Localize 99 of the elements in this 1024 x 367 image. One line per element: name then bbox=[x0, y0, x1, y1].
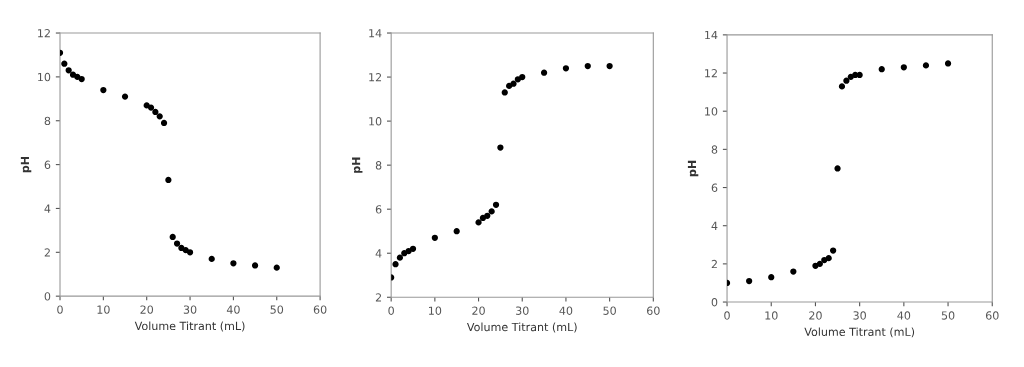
point bbox=[838, 83, 846, 90]
point bbox=[475, 219, 482, 226]
x-tick-label: 60 bbox=[985, 311, 999, 320]
x-tick-label: 60 bbox=[313, 305, 327, 314]
y-axis-title: pH bbox=[352, 157, 363, 173]
point bbox=[169, 233, 176, 241]
point bbox=[900, 64, 907, 71]
y-tick-label: 10 bbox=[38, 72, 51, 82]
point bbox=[540, 69, 548, 76]
y-tick-label: 2 bbox=[44, 248, 50, 257]
x-tick-label: 0 bbox=[724, 311, 730, 320]
y-tick-label: 4 bbox=[44, 204, 51, 213]
y-tick-label: 14 bbox=[369, 29, 382, 38]
point bbox=[165, 176, 172, 184]
point bbox=[453, 228, 460, 235]
x-axis-title: Volume Titrant (mL) bbox=[804, 327, 915, 338]
point bbox=[78, 75, 85, 83]
point bbox=[878, 66, 885, 73]
y-tick-label: 8 bbox=[375, 161, 382, 170]
x-tick-label: 20 bbox=[809, 311, 822, 320]
point bbox=[230, 260, 237, 267]
x-tick-label: 60 bbox=[647, 306, 660, 315]
point bbox=[147, 104, 155, 111]
point bbox=[65, 67, 72, 74]
point bbox=[186, 249, 194, 256]
y-tick-label: 12 bbox=[369, 73, 382, 82]
point bbox=[173, 240, 181, 247]
y-tick-label: 12 bbox=[38, 29, 50, 38]
y-axis-title: pH bbox=[687, 160, 699, 177]
y-tick-label: 10 bbox=[705, 107, 718, 116]
point bbox=[501, 89, 508, 96]
x-tick-label: 50 bbox=[270, 305, 284, 314]
x-tick-label: 10 bbox=[97, 305, 110, 314]
y-tick-label: 8 bbox=[44, 116, 51, 126]
point bbox=[479, 214, 487, 222]
x-tick-label: 10 bbox=[765, 311, 778, 320]
x-tick-label: 10 bbox=[429, 306, 442, 315]
point bbox=[768, 274, 775, 281]
point bbox=[944, 60, 952, 67]
point bbox=[100, 86, 107, 94]
x-tick-label: 0 bbox=[57, 305, 63, 314]
point bbox=[208, 255, 215, 263]
x-tick-label: 50 bbox=[941, 311, 955, 320]
x-axis-title: Volume Titrant (mL) bbox=[466, 322, 577, 333]
y-tick-label: 8 bbox=[711, 145, 718, 154]
y-tick-label: 2 bbox=[711, 259, 717, 269]
point bbox=[152, 108, 159, 116]
point bbox=[251, 262, 259, 269]
point bbox=[121, 93, 129, 100]
point bbox=[922, 62, 930, 69]
point bbox=[790, 268, 797, 275]
y-tick-label: 6 bbox=[44, 160, 51, 169]
x-tick-label: 20 bbox=[472, 306, 485, 315]
point bbox=[431, 234, 438, 241]
point bbox=[816, 260, 823, 267]
point bbox=[488, 208, 495, 215]
x-axis-title: Volume Titrant (mL) bbox=[134, 321, 245, 332]
point bbox=[562, 65, 570, 72]
point bbox=[409, 245, 417, 252]
y-tick-label: 2 bbox=[375, 293, 382, 302]
x-tick-label: 40 bbox=[897, 311, 911, 320]
point bbox=[746, 277, 753, 285]
point bbox=[584, 62, 591, 70]
point bbox=[606, 62, 613, 70]
point bbox=[825, 255, 832, 262]
point bbox=[61, 60, 68, 67]
point bbox=[843, 77, 850, 84]
y-tick-label: 6 bbox=[711, 183, 718, 192]
point bbox=[497, 144, 504, 151]
x-tick-label: 0 bbox=[388, 306, 394, 315]
point bbox=[519, 73, 526, 81]
x-tick-label: 30 bbox=[853, 311, 866, 320]
point bbox=[492, 201, 500, 208]
x-tick-label: 30 bbox=[183, 305, 197, 314]
y-tick-label: 10 bbox=[369, 117, 382, 126]
y-tick-label: 14 bbox=[705, 30, 718, 40]
x-tick-label: 30 bbox=[516, 306, 529, 315]
y-tick-label: 12 bbox=[705, 69, 717, 78]
point bbox=[856, 71, 863, 79]
x-tick-label: 50 bbox=[603, 306, 616, 315]
y-tick-label: 0 bbox=[711, 298, 718, 307]
point bbox=[160, 119, 168, 127]
y-tick-label: 4 bbox=[711, 221, 718, 230]
x-tick-label: 40 bbox=[226, 305, 240, 314]
y-tick-label: 4 bbox=[375, 249, 382, 258]
point bbox=[510, 80, 517, 87]
y-axis-title: pH bbox=[20, 156, 32, 173]
point bbox=[484, 212, 491, 219]
point bbox=[834, 165, 841, 172]
y-tick-label: 0 bbox=[44, 292, 51, 301]
point bbox=[830, 247, 837, 254]
point bbox=[401, 250, 408, 257]
x-tick-label: 20 bbox=[140, 305, 154, 314]
point bbox=[273, 264, 280, 271]
point bbox=[396, 254, 404, 261]
y-tick-label: 6 bbox=[375, 205, 382, 214]
point bbox=[392, 261, 399, 268]
x-tick-label: 40 bbox=[559, 306, 573, 315]
point bbox=[156, 113, 163, 120]
